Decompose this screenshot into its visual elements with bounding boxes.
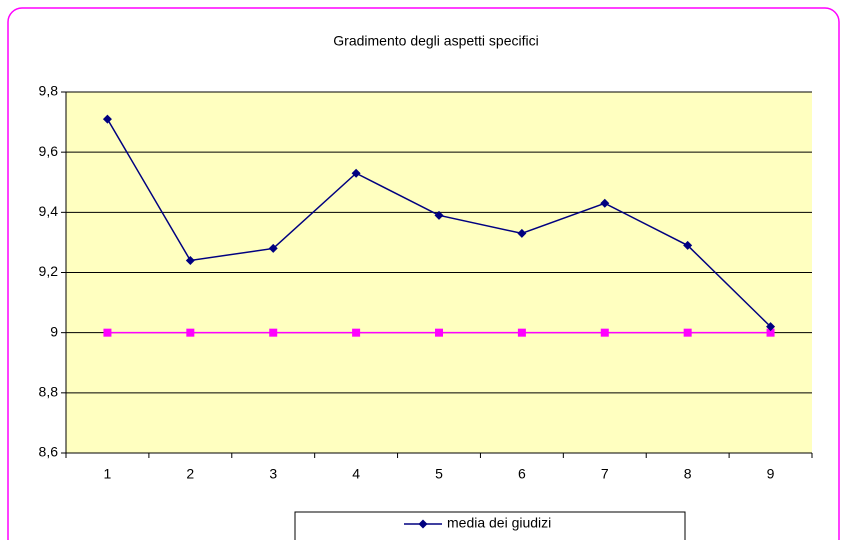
point (600, 328, 609, 337)
y-tick-label: 8,6 (39, 444, 59, 460)
point (683, 328, 692, 337)
x-tick-label: 6 (518, 466, 526, 482)
y-tick-label: 8,8 (39, 384, 59, 400)
point (103, 328, 112, 337)
point (517, 228, 527, 238)
point (517, 328, 526, 337)
point (351, 168, 361, 178)
x-tick-label: 2 (186, 466, 194, 482)
point (766, 328, 775, 337)
legend-marker (418, 519, 428, 529)
point (268, 243, 278, 253)
point (269, 328, 278, 337)
y-tick-label: 9,8 (39, 83, 59, 99)
point (600, 198, 610, 208)
point (186, 328, 195, 337)
x-tick-label: 5 (435, 466, 443, 482)
legend-label: media dei giudizi (447, 515, 551, 531)
y-tick-label: 9 (50, 323, 58, 339)
point (185, 255, 195, 265)
point (352, 328, 361, 337)
point (435, 328, 443, 337)
point (766, 322, 776, 332)
y-tick-label: 9,4 (39, 203, 59, 219)
point (102, 114, 112, 124)
y-tick-label: 9,2 (39, 263, 59, 279)
legend-box (294, 511, 686, 540)
x-tick-label: 1 (104, 466, 112, 482)
x-tick-label: 4 (352, 466, 360, 482)
y-tick-label: 9,6 (39, 143, 59, 159)
point (683, 240, 693, 250)
x-tick-label: 9 (767, 466, 775, 482)
x-tick-label: 3 (269, 466, 277, 482)
x-tick-label: 8 (684, 466, 692, 482)
chart-title: Gradimento degli aspetti specifici (333, 33, 538, 49)
point (434, 210, 444, 220)
x-tick-label: 7 (601, 466, 609, 482)
